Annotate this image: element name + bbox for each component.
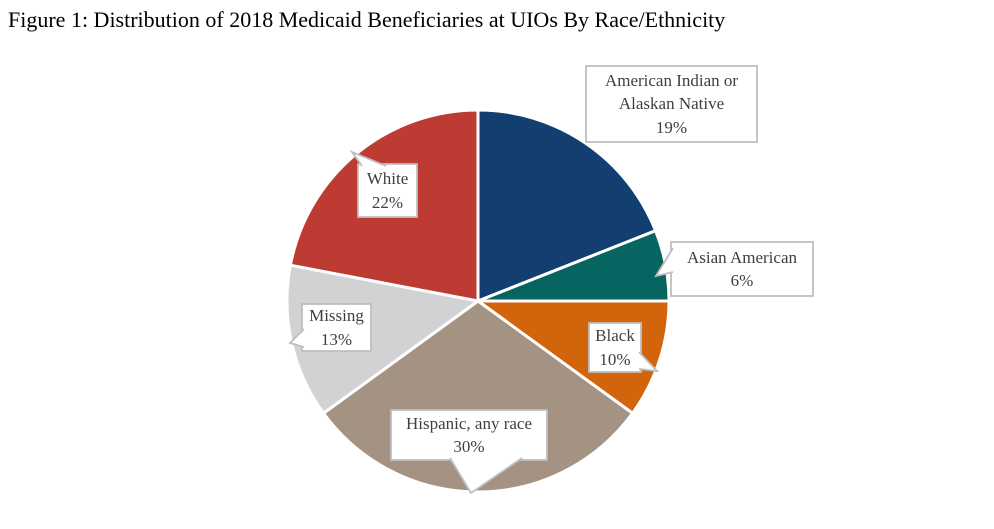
callout-tail-black [638,351,660,373]
callout-box-white [357,163,418,218]
callout-box-black [588,322,642,373]
callout-box-hispanic-any-race [390,409,548,461]
callout-tail-white [349,149,387,167]
callout-tail-missing [288,328,305,348]
callout-box-american-indian-or-alaskan-native [585,65,758,143]
callout-box-missing [301,303,372,352]
pie-slice-american-indian-or-alaskan-native [476,108,658,303]
callout-box-asian-american [670,241,814,297]
callout-tail-asian-american [654,247,674,278]
callout-tail-hispanic-any-race [449,457,523,495]
figure-title: Figure 1: Distribution of 2018 Medicaid … [8,7,726,32]
